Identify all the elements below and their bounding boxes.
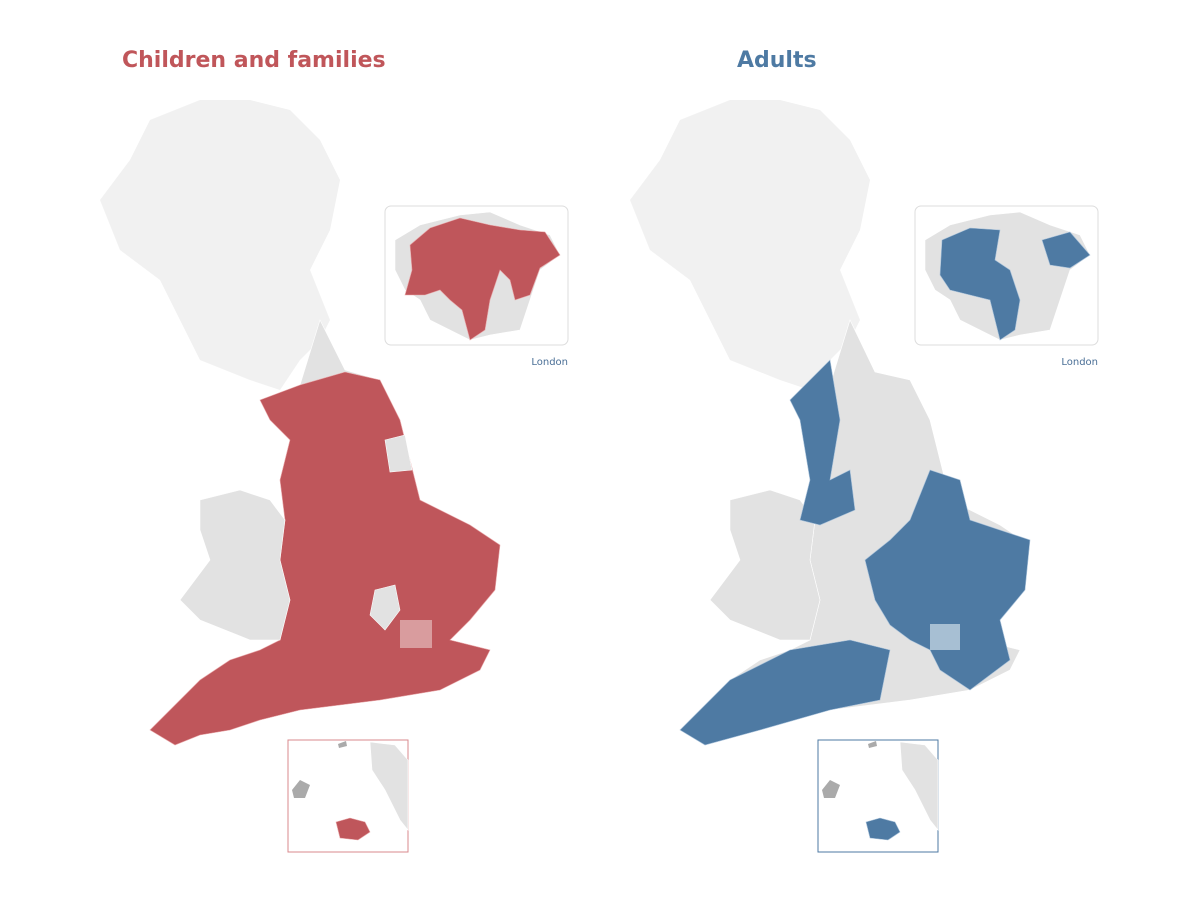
island — [338, 741, 347, 748]
inset-label: London — [1061, 357, 1098, 368]
island — [292, 780, 310, 798]
london-boroughs — [404, 217, 561, 341]
coast — [369, 741, 409, 831]
wales — [179, 489, 291, 641]
map-children: Children and families London — [100, 48, 569, 853]
london-boroughs — [939, 227, 1021, 341]
jersey — [335, 817, 371, 841]
east — [864, 469, 1031, 691]
london-area — [930, 624, 960, 650]
scotland — [630, 100, 870, 390]
wales — [709, 489, 821, 641]
inset-label: London — [531, 357, 568, 368]
north-west — [789, 359, 856, 526]
unhighlighted-area — [384, 434, 413, 473]
south-west — [679, 639, 891, 746]
england — [149, 371, 501, 746]
unhighlighted-area — [369, 584, 401, 631]
london-boroughs — [1041, 231, 1091, 269]
scotland — [100, 100, 340, 390]
map-adults: Adults London — [630, 48, 1099, 853]
island — [868, 741, 877, 748]
map-title: Children and families — [122, 48, 386, 73]
jersey — [865, 817, 901, 841]
island — [822, 780, 840, 798]
map-title: Adults — [737, 48, 817, 73]
coast — [899, 741, 939, 831]
london-area — [400, 620, 432, 648]
